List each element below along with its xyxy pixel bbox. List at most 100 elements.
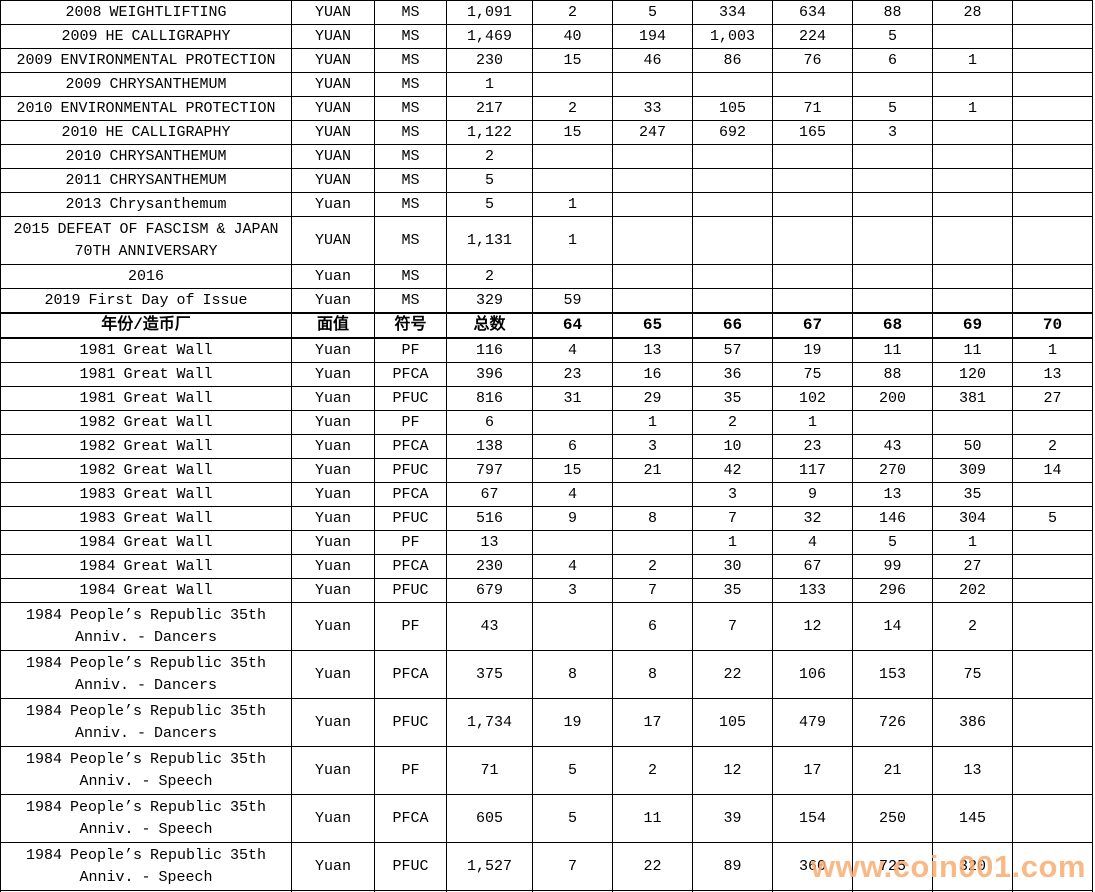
cell-denomination: Yuan	[291, 698, 375, 748]
cell-grade-66: 1,003	[692, 24, 773, 49]
cell-grade-64: 40	[532, 24, 613, 49]
cell-name: 1981 Great Wall	[0, 337, 292, 364]
cell-grade-70	[1012, 216, 1093, 265]
cell-grade-68: 88	[852, 0, 933, 25]
cell-total: 329	[446, 288, 533, 314]
cell-grade-69: 381	[932, 386, 1013, 412]
cell-designation: MS	[374, 288, 447, 314]
cell-grade-68	[852, 168, 933, 193]
cell-total: 516	[446, 506, 533, 532]
column-header-designation: 符号	[374, 311, 447, 340]
cell-grade-65: 6	[612, 602, 693, 652]
cell-grade-69	[932, 24, 1013, 49]
cell-name: 2011 CHRYSANTHEMUM	[0, 168, 292, 193]
cell-grade-67: 634	[772, 0, 853, 25]
cell-name: 2010 HE CALLIGRAPHY	[0, 120, 292, 145]
table-row: 2010 CHRYSANTHEMUM YUAN MS 2	[0, 144, 1093, 169]
cell-grade-67: 23	[772, 434, 853, 460]
cell-grade-64: 4	[532, 554, 613, 580]
cell-name: 2009 ENVIRONMENTAL PROTECTION	[0, 48, 292, 73]
table-row: 1984 People’s Republic 35th Anniv. - Dan…	[0, 602, 1093, 652]
cell-grade-67: 32	[772, 506, 853, 532]
partial-row	[0, 890, 1093, 892]
cell-grade-64: 1	[532, 216, 613, 265]
table-row: 1984 People’s Republic 35th Anniv. - Spe…	[0, 794, 1093, 844]
cell-total: 396	[446, 362, 533, 388]
cell-name: 1984 People’s Republic 35th Anniv. - Dan…	[0, 650, 292, 700]
cell-designation: PF	[374, 746, 447, 796]
cell-grade-68	[852, 410, 933, 436]
cell-grade-66: 692	[692, 120, 773, 145]
cell-total: 679	[446, 578, 533, 604]
cell-grade-66: 7	[692, 506, 773, 532]
cell-grade-70	[1012, 0, 1093, 25]
cell-grade-64	[532, 72, 613, 97]
cell-grade-66: 12	[692, 746, 773, 796]
cell-total: 375	[446, 650, 533, 700]
cell-grade-64: 5	[532, 746, 613, 796]
cell-name: 1984 Great Wall	[0, 578, 292, 604]
cell-grade-69: 120	[932, 362, 1013, 388]
cell-grade-65	[612, 72, 693, 97]
table-row: 1982 Great Wall Yuan PF 6 1 2 1	[0, 410, 1093, 436]
cell-grade-68: 6	[852, 48, 933, 73]
cell-designation: MS	[374, 0, 447, 25]
cell-grade-70	[1012, 144, 1093, 169]
cell-grade-66: 105	[692, 96, 773, 121]
cell-denomination: Yuan	[291, 434, 375, 460]
cell-grade-70	[1012, 602, 1093, 652]
cell-denomination: Yuan	[291, 794, 375, 844]
cell-grade-65: 247	[612, 120, 693, 145]
cell-designation: PFCA	[374, 482, 447, 508]
cell-name: 1984 People’s Republic 35th Anniv. - Spe…	[0, 746, 292, 796]
cell-grade-64: 31	[532, 386, 613, 412]
cell-grade-65: 11	[612, 794, 693, 844]
cell-grade-69	[932, 216, 1013, 265]
cell-designation: PFUC	[374, 506, 447, 532]
cell-name: 2009 CHRYSANTHEMUM	[0, 72, 292, 97]
table-row: 1981 Great Wall Yuan PFCA 396 23 16 36 75 88 120 1…	[0, 362, 1093, 388]
cell-grade-68: 250	[852, 794, 933, 844]
cell-grade-66: 39	[692, 794, 773, 844]
cell-grade-70: 14	[1012, 458, 1093, 484]
cell-grade-69	[932, 288, 1013, 314]
cell-grade-67: 9	[772, 482, 853, 508]
cell-grade-66: 86	[692, 48, 773, 73]
cell-grade-69: 11	[932, 337, 1013, 364]
table-row: 2008 WEIGHTLIFTING YUAN MS 1,091 2 5 334 634 88 2…	[0, 0, 1093, 25]
cell-grade-65: 1	[612, 410, 693, 436]
cell-grade-68: 5	[852, 96, 933, 121]
cell-grade-65	[612, 144, 693, 169]
cell-denomination: YUAN	[291, 120, 375, 145]
table-row: 2019 First Day of Issue Yuan MS 329 59	[0, 288, 1093, 314]
cell-grade-64: 5	[532, 794, 613, 844]
cell-grade-65: 17	[612, 698, 693, 748]
cell-grade-70	[1012, 192, 1093, 217]
cell-grade-66: 42	[692, 458, 773, 484]
cell-grade-64: 3	[532, 578, 613, 604]
cell-grade-67: 71	[772, 96, 853, 121]
cell-grade-64: 59	[532, 288, 613, 314]
cell-designation: PF	[374, 602, 447, 652]
cell-grade-65: 2	[612, 746, 693, 796]
cell-denomination: Yuan	[291, 458, 375, 484]
cell-grade-70	[1012, 530, 1093, 556]
cell-denomination: YUAN	[291, 0, 375, 25]
cell-grade-70	[1012, 554, 1093, 580]
table-row: 2009 ENVIRONMENTAL PROTECTION YUAN MS 230 15…	[0, 48, 1093, 73]
cell-grade-67: 360	[772, 842, 853, 892]
cell-grade-69	[932, 72, 1013, 97]
cell-grade-64: 19	[532, 698, 613, 748]
cell-grade-67: 75	[772, 362, 853, 388]
cell-grade-70	[1012, 842, 1093, 892]
cell-grade-65	[612, 264, 693, 289]
cell-grade-70	[1012, 264, 1093, 289]
table-row: 1981 Great Wall Yuan PFUC 816 31 29 35 102 200 38…	[0, 386, 1093, 412]
cell-grade-67: 117	[772, 458, 853, 484]
cell-grade-64: 2	[532, 96, 613, 121]
cell-grade-64	[532, 530, 613, 556]
cell-empty	[1012, 890, 1093, 892]
cell-grade-67	[772, 72, 853, 97]
cell-grade-68: 88	[852, 362, 933, 388]
cell-grade-68: 296	[852, 578, 933, 604]
